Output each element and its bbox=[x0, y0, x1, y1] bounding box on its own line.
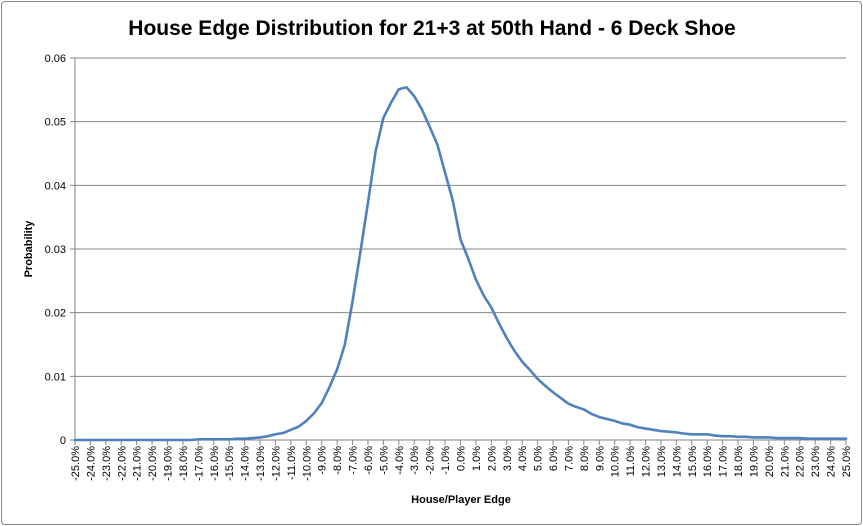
y-axis-title: Probability bbox=[23, 220, 35, 278]
x-tick-label: 16.0% bbox=[702, 446, 714, 477]
x-tick-label: -12.0% bbox=[270, 446, 282, 481]
gridlines bbox=[75, 57, 846, 377]
x-tick-label: -24.0% bbox=[85, 446, 97, 481]
y-tick-label: 0.03 bbox=[45, 244, 66, 256]
x-tick-label: -20.0% bbox=[147, 446, 159, 481]
y-tick-label: 0.02 bbox=[45, 308, 66, 320]
x-tick-label: -21.0% bbox=[132, 446, 144, 481]
x-axis-title: House/Player Edge bbox=[411, 494, 511, 506]
x-tick-label: -16.0% bbox=[209, 446, 221, 481]
x-tick-label: -7.0% bbox=[348, 446, 360, 475]
x-tick-label: -3.0% bbox=[409, 446, 421, 475]
x-tick-label: -6.0% bbox=[363, 446, 375, 475]
x-tick-label: -22.0% bbox=[116, 446, 128, 481]
x-tick-label: -25.0% bbox=[70, 446, 82, 481]
chart-title: House Edge Distribution for 21+3 at 50th… bbox=[128, 17, 735, 40]
x-tick-label: 12.0% bbox=[641, 446, 653, 477]
x-tick-label: 5.0% bbox=[533, 446, 545, 471]
y-axis-ticks: 0 0.01 0.02 0.03 0.04 0.05 0.06 bbox=[45, 53, 75, 447]
x-tick-label: -17.0% bbox=[193, 446, 205, 481]
x-tick-label: 4.0% bbox=[517, 446, 529, 471]
y-tick-label: 0 bbox=[60, 435, 66, 447]
x-tick-label: 24.0% bbox=[826, 446, 838, 477]
x-tick-label: 0.0% bbox=[456, 446, 468, 471]
x-tick-label: 21.0% bbox=[779, 446, 791, 477]
x-tick-label: 6.0% bbox=[548, 446, 560, 471]
series-line bbox=[73, 85, 848, 442]
x-tick-label: 25.0% bbox=[841, 446, 853, 477]
x-tick-label: 17.0% bbox=[718, 446, 730, 477]
x-tick-label: -11.0% bbox=[286, 446, 298, 480]
x-axis-ticks: -25.0% -24.0% -23.0% -22.0% -21.0% -20.0% -19.… bbox=[70, 440, 853, 481]
x-tick-label: -19.0% bbox=[163, 446, 175, 481]
x-tick-label: 22.0% bbox=[795, 446, 807, 477]
x-tick-label: 3.0% bbox=[502, 446, 514, 471]
x-tick-label: 15.0% bbox=[687, 446, 699, 477]
x-tick-label: -23.0% bbox=[101, 446, 113, 481]
x-tick-label: -10.0% bbox=[301, 446, 313, 481]
x-tick-label: -9.0% bbox=[317, 446, 329, 475]
x-tick-label: 11.0% bbox=[625, 446, 637, 477]
x-tick-label: -4.0% bbox=[394, 446, 406, 475]
x-tick-label: 2.0% bbox=[486, 446, 498, 471]
x-tick-label: -2.0% bbox=[425, 446, 437, 475]
y-tick-label: 0.04 bbox=[45, 180, 66, 192]
x-tick-label: -1.0% bbox=[440, 446, 452, 475]
x-tick-label: 14.0% bbox=[671, 446, 683, 477]
y-tick-label: 0.05 bbox=[45, 117, 66, 129]
x-tick-label: 8.0% bbox=[579, 446, 591, 471]
x-tick-label: -14.0% bbox=[240, 446, 252, 481]
y-tick-label: 0.01 bbox=[45, 371, 66, 383]
x-tick-label: 7.0% bbox=[563, 446, 575, 471]
x-tick-label: 10.0% bbox=[610, 446, 622, 477]
x-tick-label: 20.0% bbox=[764, 446, 776, 477]
x-tick-label: -18.0% bbox=[178, 446, 190, 481]
x-tick-label: 18.0% bbox=[733, 446, 745, 477]
x-tick-label: -8.0% bbox=[332, 446, 344, 475]
series-layer bbox=[73, 85, 848, 442]
x-tick-label: 13.0% bbox=[656, 446, 668, 477]
x-tick-label: -13.0% bbox=[255, 446, 267, 481]
y-tick-label: 0.06 bbox=[45, 53, 66, 65]
x-tick-label: 1.0% bbox=[471, 446, 483, 471]
x-tick-label: 9.0% bbox=[594, 446, 606, 471]
x-tick-label: -15.0% bbox=[224, 446, 236, 481]
x-tick-label: 23.0% bbox=[810, 446, 822, 477]
x-tick-label: -5.0% bbox=[378, 446, 390, 475]
x-tick-label: 19.0% bbox=[748, 446, 760, 477]
